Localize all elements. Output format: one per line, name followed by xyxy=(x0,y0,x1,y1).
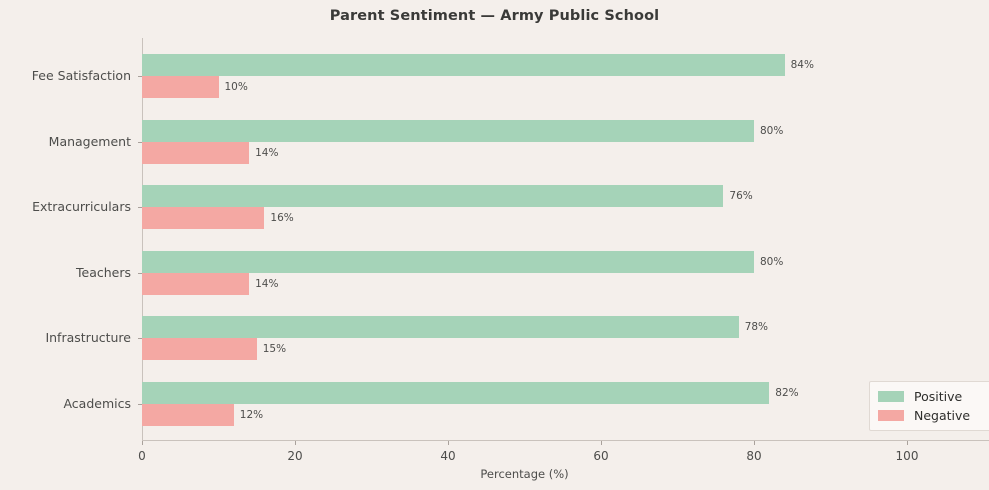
bar-value-label-negative: 12% xyxy=(239,408,264,421)
bar-positive[interactable] xyxy=(142,119,754,142)
bar-value-label-negative: 14% xyxy=(255,146,279,159)
bar-value-label-negative: 14% xyxy=(255,277,279,290)
bar-value-label-negative: 16% xyxy=(270,212,294,224)
y-axis-tickmark xyxy=(138,76,142,77)
bar-value-label-positive: 78% xyxy=(744,321,769,333)
y-axis-tickmark xyxy=(138,272,142,274)
chart-legend: Positive Negative xyxy=(869,381,989,431)
bar-negative[interactable] xyxy=(142,141,250,164)
bar-value-label-positive: 80% xyxy=(760,124,784,137)
plot-area: 84% 10% 80% 14% 76% 16% 80% 14% 78% 15% 82% 12% xyxy=(142,38,989,441)
x-axis-tick-label: 0 xyxy=(138,449,146,463)
bar-negative[interactable] xyxy=(142,403,234,426)
x-axis-tick-label: 60 xyxy=(593,449,609,463)
bar-value-label-positive: 80% xyxy=(760,255,784,268)
bar-negative[interactable] xyxy=(142,338,257,360)
chart-title: Parent Sentiment — Army Public School xyxy=(329,8,660,24)
y-axis-tickmark xyxy=(138,207,142,208)
bar-value-label-positive: 84% xyxy=(790,59,814,71)
bar-value-label-negative: 15% xyxy=(262,343,287,355)
x-axis-tick-label: 80 xyxy=(746,449,762,463)
bar-positive[interactable] xyxy=(142,54,785,76)
legend-item-positive[interactable]: Positive xyxy=(870,387,989,406)
legend-item-negative[interactable]: Negative xyxy=(870,406,989,425)
x-axis-tickmark xyxy=(601,441,602,445)
legend-label-positive: Positive xyxy=(914,389,963,404)
x-axis-tickmark xyxy=(907,441,908,445)
bar-value-label-positive: 76% xyxy=(729,190,753,202)
y-axis-label-academics: Academics xyxy=(63,395,131,411)
bar-negative[interactable] xyxy=(142,76,219,98)
bar-value-label-positive: 82% xyxy=(775,386,799,399)
y-axis-label-fee-satisfaction: Fee Satisfaction xyxy=(31,68,131,83)
bar-positive[interactable] xyxy=(142,185,724,207)
legend-label-negative: Negative xyxy=(914,408,971,423)
x-axis-tickmark xyxy=(448,441,449,445)
y-axis-label-infrastructure: Infrastructure xyxy=(45,330,131,345)
x-axis-tick-label: 40 xyxy=(440,449,456,463)
bar-positive[interactable] xyxy=(142,316,739,338)
y-axis-label-management: Management xyxy=(48,133,131,149)
bar-value-label-negative: 10% xyxy=(224,81,248,93)
bar-positive[interactable] xyxy=(142,250,754,273)
y-axis-tickmark xyxy=(138,141,142,143)
y-axis-label-extracurriculars: Extracurriculars xyxy=(32,199,131,214)
y-axis-spine xyxy=(142,38,143,441)
x-axis-spine xyxy=(142,440,989,441)
x-axis-tickmark xyxy=(142,441,143,445)
y-axis-label-teachers: Teachers xyxy=(76,264,131,280)
y-axis-tickmark xyxy=(138,403,142,405)
x-axis-tick-label: 100 xyxy=(895,449,919,463)
y-axis-tickmark xyxy=(138,338,142,339)
x-axis-tick-label: 20 xyxy=(287,449,303,463)
x-axis-tickmark xyxy=(754,441,755,445)
x-axis-tickmark xyxy=(295,441,296,445)
x-axis-title: Percentage (%) xyxy=(480,467,569,481)
legend-swatch-negative-icon xyxy=(878,410,904,421)
legend-swatch-positive-icon xyxy=(878,391,904,402)
bar-negative[interactable] xyxy=(142,272,250,295)
bar-negative[interactable] xyxy=(142,207,265,229)
bar-positive[interactable] xyxy=(142,381,770,404)
